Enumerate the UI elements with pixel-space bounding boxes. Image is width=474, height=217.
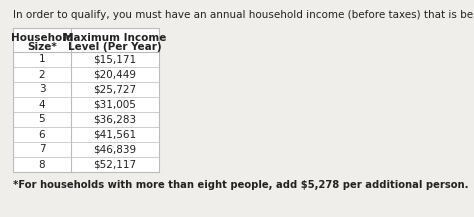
Bar <box>13 28 159 172</box>
Text: 3: 3 <box>39 84 46 94</box>
Text: Size*: Size* <box>27 42 57 52</box>
Text: $25,727: $25,727 <box>93 84 137 94</box>
Text: 6: 6 <box>39 130 46 140</box>
Text: $36,283: $36,283 <box>93 115 137 125</box>
Text: $52,117: $52,117 <box>93 159 137 169</box>
Text: 8: 8 <box>39 159 46 169</box>
Text: $15,171: $15,171 <box>93 54 137 64</box>
Text: 5: 5 <box>39 115 46 125</box>
Text: 7: 7 <box>39 145 46 155</box>
Text: Level (Per Year): Level (Per Year) <box>68 42 162 52</box>
Text: 2: 2 <box>39 69 46 79</box>
Text: $31,005: $31,005 <box>93 100 137 110</box>
Text: 1: 1 <box>39 54 46 64</box>
Text: In order to qualify, you must have an annual household income (before taxes) tha: In order to qualify, you must have an an… <box>13 10 474 20</box>
Text: $20,449: $20,449 <box>93 69 137 79</box>
Text: $46,839: $46,839 <box>93 145 137 155</box>
Text: 4: 4 <box>39 100 46 110</box>
Text: Household: Household <box>11 33 73 43</box>
Text: *For households with more than eight people, add $5,278 per additional person.: *For households with more than eight peo… <box>13 180 468 190</box>
Text: Maximum Income: Maximum Income <box>64 33 167 43</box>
Text: $41,561: $41,561 <box>93 130 137 140</box>
